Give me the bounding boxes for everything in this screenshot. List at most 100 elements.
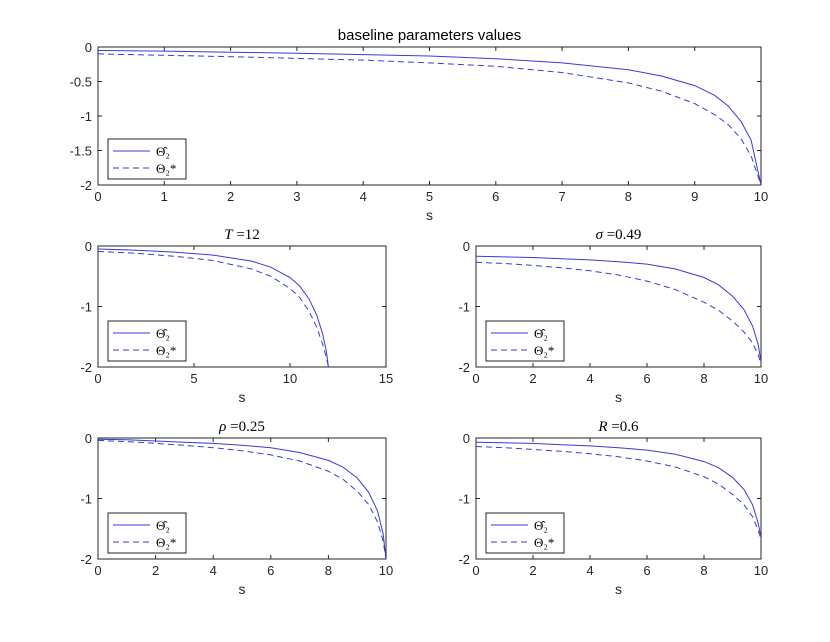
- x-tick-label: 4: [210, 563, 217, 578]
- x-tick-label: 9: [691, 189, 698, 204]
- series-theta-hat-line: [98, 438, 386, 559]
- legend-box: [107, 320, 187, 362]
- x-axis-label: s: [426, 207, 433, 223]
- title-value: =0.6: [608, 419, 639, 435]
- x-axis-label: s: [615, 581, 622, 597]
- y-tick-label: 0: [85, 431, 92, 446]
- y-tick-label: 0: [85, 40, 92, 55]
- title-symbol: ρ: [218, 419, 226, 435]
- x-tick-label: 4: [586, 563, 593, 578]
- series-theta-hat-line: [98, 248, 329, 367]
- legend-box: [485, 320, 565, 362]
- y-tick-label: 0: [463, 239, 470, 254]
- y-tick-label: -2: [80, 360, 92, 375]
- x-tick-label: 6: [492, 189, 499, 204]
- subplot-title: R =0.6: [597, 419, 639, 435]
- title-symbol: σ: [596, 227, 604, 243]
- x-tick-label: 8: [700, 371, 707, 386]
- legend-entry-label: Θ₂*: [534, 343, 554, 358]
- y-tick-label: -2: [80, 552, 92, 567]
- x-tick-label: 2: [227, 189, 234, 204]
- y-tick-label: -1: [458, 492, 470, 507]
- x-tick-label: 4: [586, 371, 593, 386]
- legend-box: [485, 512, 565, 554]
- series-theta-hat-line: [476, 441, 761, 538]
- x-tick-label: 2: [152, 563, 159, 578]
- x-tick-label: 10: [754, 563, 768, 578]
- legend-entry-label: Θ₂*: [156, 535, 176, 550]
- subplot-1: 0 1 2 3 4 5 6 7 8 9 10 0 -0.5 -1 -1.5 -2 s baseline param…: [70, 27, 769, 223]
- legend-entry-label: Θ₂*: [156, 161, 176, 176]
- y-tick-label: -1: [80, 109, 92, 124]
- subplot-2: 0 5 10 15 0 -1 -2 s T =12 Θ̂₂ Θ₂*: [80, 227, 393, 405]
- x-tick-label: 6: [643, 563, 650, 578]
- y-tick-label: -1: [80, 492, 92, 507]
- x-tick-label: 5: [190, 371, 197, 386]
- title-value: =0.25: [226, 419, 264, 435]
- series-theta-star-line: [476, 261, 761, 365]
- x-tick-label: 4: [360, 189, 367, 204]
- subplot-3: 0 2 4 6 8 10 0 -1 -2 s σ =0.49 Θ̂₂ Θ₂*: [458, 227, 768, 405]
- x-tick-label: 8: [700, 563, 707, 578]
- x-tick-label: 2: [529, 371, 536, 386]
- legend-entry-label: Θ̂₂: [534, 326, 548, 341]
- y-tick-label: 0: [463, 431, 470, 446]
- legend-entry-label: Θ̂₂: [156, 518, 170, 533]
- x-tick-label: 0: [94, 189, 101, 204]
- x-tick-label: 6: [643, 371, 650, 386]
- y-tick-label: -2: [458, 360, 470, 375]
- x-tick-label: 1: [161, 189, 168, 204]
- series-theta-star-line: [476, 446, 761, 540]
- legend-entry-label: Θ̂₂: [534, 518, 548, 533]
- title-value: =0.49: [603, 227, 641, 243]
- y-tick-label: -1.5: [70, 144, 92, 159]
- x-tick-label: 2: [529, 563, 536, 578]
- x-tick-label: 15: [379, 371, 393, 386]
- series-theta-star-line: [98, 53, 761, 185]
- legend-box: [107, 512, 187, 554]
- x-tick-label: 0: [94, 371, 101, 386]
- title-symbol: R: [597, 419, 607, 435]
- series-theta-star-line: [98, 439, 386, 559]
- legend: Θ̂₂ Θ₂*: [485, 320, 565, 362]
- y-tick-label: -1: [80, 300, 92, 315]
- subplot-title: σ =0.49: [596, 227, 642, 243]
- x-axis-label: s: [615, 389, 622, 405]
- y-tick-label: -2: [80, 178, 92, 193]
- legend-entry-label: Θ₂*: [534, 535, 554, 550]
- x-tick-label: 5: [426, 189, 433, 204]
- x-tick-label: 3: [293, 189, 300, 204]
- x-tick-label: 6: [267, 563, 274, 578]
- x-tick-label: 10: [754, 371, 768, 386]
- plot-area-frame: [97, 46, 762, 186]
- x-tick-label: 8: [325, 563, 332, 578]
- x-axis-label: s: [239, 581, 246, 597]
- legend: Θ̂₂ Θ₂*: [107, 320, 187, 362]
- y-tick-label: -1: [458, 300, 470, 315]
- x-tick-label: 7: [558, 189, 565, 204]
- x-tick-label: 0: [472, 371, 479, 386]
- series-theta-star-line: [98, 250, 329, 367]
- y-tick-label: 0: [85, 239, 92, 254]
- x-tick-label: 8: [625, 189, 632, 204]
- legend-box: [107, 138, 187, 180]
- subplot-4: 0 2 4 6 8 10 0 -1 -2 s ρ =0.25 Θ̂₂ Θ₂*: [80, 419, 393, 597]
- x-tick-label: 10: [379, 563, 393, 578]
- legend-entry-label: Θ̂₂: [156, 144, 170, 159]
- subplot-title: T =12: [224, 227, 260, 243]
- x-tick-label: 0: [472, 563, 479, 578]
- x-tick-label: 10: [283, 371, 297, 386]
- title-symbol: T: [224, 227, 234, 243]
- legend-entry-label: Θ₂*: [156, 343, 176, 358]
- x-tick-label: 0: [94, 563, 101, 578]
- legend-entry-label: Θ̂₂: [156, 326, 170, 341]
- y-tick-label: -0.5: [70, 75, 92, 90]
- subplot-title: ρ =0.25: [218, 419, 265, 435]
- title-value: =12: [233, 227, 260, 243]
- subplot-title: baseline parameters values: [338, 27, 521, 44]
- legend: Θ̂₂ Θ₂*: [107, 512, 187, 554]
- series-theta-hat-line: [476, 255, 761, 363]
- x-tick-label: 10: [754, 189, 768, 204]
- legend: Θ̂₂ Θ₂*: [485, 512, 565, 554]
